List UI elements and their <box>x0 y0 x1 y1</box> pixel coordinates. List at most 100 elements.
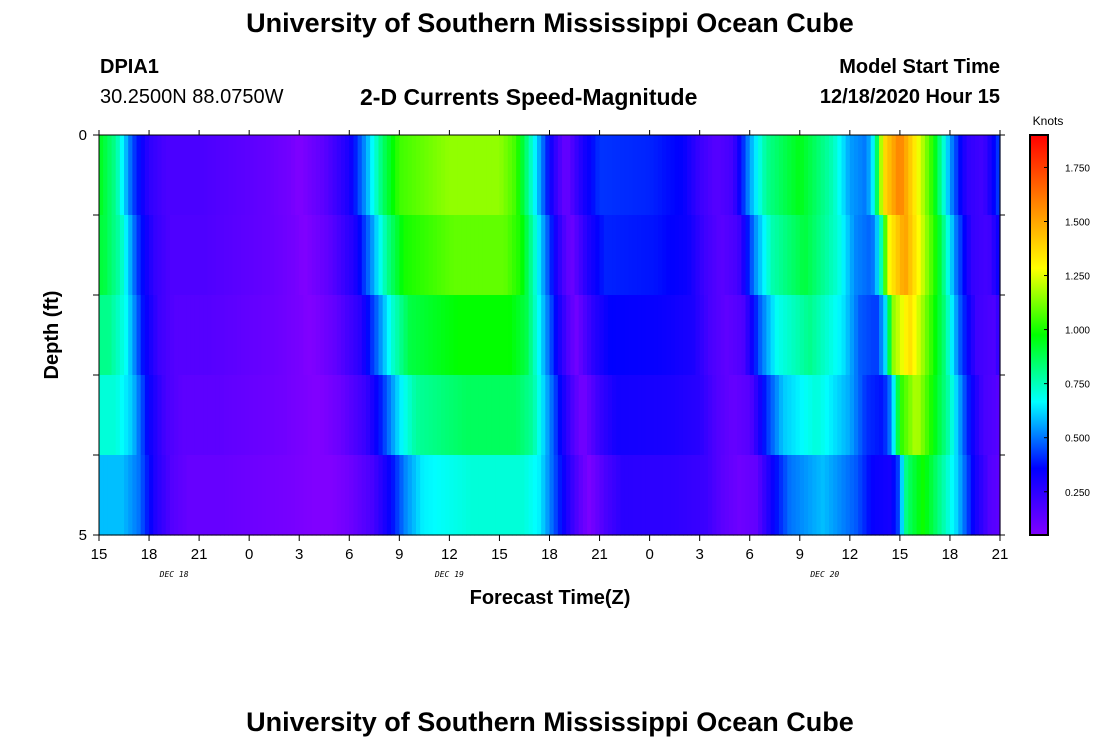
heatmap-cell <box>578 455 584 536</box>
heatmap-cell <box>161 215 167 296</box>
heatmap-cell <box>899 135 905 216</box>
heatmap-cell <box>812 375 818 456</box>
heatmap-cell <box>924 295 930 376</box>
heatmap-cell <box>929 135 934 216</box>
heatmap-cell <box>261 135 267 216</box>
heatmap-cell <box>478 375 484 456</box>
heatmap-cell <box>874 455 880 536</box>
heatmap-cell <box>595 375 601 456</box>
heatmap-cell <box>699 455 705 536</box>
heatmap-cell <box>620 215 626 296</box>
heatmap-cell <box>124 135 129 216</box>
heatmap-cell <box>545 295 551 376</box>
heatmap-cell <box>645 135 651 216</box>
heatmap-cell <box>261 375 267 456</box>
heatmap-cell <box>595 135 601 216</box>
heatmap-cell <box>758 135 763 216</box>
heatmap-cell <box>845 455 851 536</box>
heatmap-cell <box>420 455 425 536</box>
heatmap-cell <box>749 295 755 376</box>
heatmap-cell <box>612 135 617 216</box>
heatmap-cell <box>178 375 184 456</box>
heatmap-cell <box>645 455 651 536</box>
heatmap-cell <box>574 135 580 216</box>
heatmap-cell <box>374 455 380 536</box>
heatmap-cell <box>232 375 238 456</box>
heatmap-cell <box>119 455 125 536</box>
heatmap-cell <box>574 215 580 296</box>
heatmap-cell <box>353 455 359 536</box>
heatmap-cell <box>854 375 859 456</box>
heatmap-cell <box>257 215 263 296</box>
heatmap-cell <box>803 375 809 456</box>
heatmap-cell <box>357 455 363 536</box>
heatmap-cell <box>428 295 434 376</box>
heatmap-cell <box>507 215 513 296</box>
heatmap-cell <box>587 215 592 296</box>
heatmap-cell <box>920 135 926 216</box>
colorbar-scale <box>1029 134 1049 536</box>
heatmap-cell <box>390 295 396 376</box>
x-tick-label: 6 <box>746 546 754 563</box>
heatmap-cell <box>470 295 476 376</box>
heatmap-cell <box>699 135 705 216</box>
heatmap-cell <box>962 295 968 376</box>
heatmap-cell <box>436 135 442 216</box>
heatmap-cell <box>758 295 763 376</box>
heatmap-cell <box>378 295 384 376</box>
heatmap-cell <box>532 375 538 456</box>
heatmap-cell <box>703 375 709 456</box>
heatmap-cell <box>912 215 918 296</box>
heatmap-cell <box>724 455 730 536</box>
heatmap-cell <box>124 215 129 296</box>
heatmap-cell <box>749 135 755 216</box>
heatmap-cell <box>920 455 926 536</box>
heatmap-cell <box>653 295 659 376</box>
heatmap-cell <box>119 215 125 296</box>
heatmap-cell <box>407 215 413 296</box>
heatmap-cell <box>453 215 459 296</box>
heatmap-cell <box>649 295 655 376</box>
heatmap-cell <box>657 135 663 216</box>
heatmap-cell <box>820 295 826 376</box>
heatmap-cell <box>837 135 843 216</box>
colorbar-tick-label: 0.250 <box>1065 488 1090 499</box>
heatmap-cell <box>929 295 934 376</box>
heatmap-cell <box>457 455 463 536</box>
heatmap-cell <box>132 135 138 216</box>
heatmap-cell <box>854 135 859 216</box>
heatmap-cell <box>870 455 876 536</box>
x-tick-label: 15 <box>491 546 508 563</box>
heatmap-cell <box>870 215 876 296</box>
heatmap-cell <box>482 375 488 456</box>
heatmap-cell <box>766 295 772 376</box>
heatmap-cell <box>637 215 642 296</box>
heatmap-cell <box>174 455 179 536</box>
heatmap-cell <box>845 295 851 376</box>
heatmap-cell <box>966 295 972 376</box>
heatmap-cell <box>783 215 788 296</box>
heatmap-cell <box>799 375 805 456</box>
heatmap-cell <box>820 455 826 536</box>
heatmap-cell <box>833 135 838 216</box>
heatmap-cell <box>499 215 505 296</box>
heatmap-cell <box>682 135 688 216</box>
heatmap-cell <box>174 135 179 216</box>
heatmap-cell <box>695 135 701 216</box>
heatmap-cell <box>979 135 984 216</box>
heatmap-cell <box>628 135 634 216</box>
heatmap-cell <box>666 455 672 536</box>
heatmap-cell <box>107 375 113 456</box>
heatmap-cell <box>111 455 117 536</box>
heatmap-cell <box>570 455 576 536</box>
heatmap-cell <box>582 295 588 376</box>
heatmap-cell <box>733 455 738 536</box>
heatmap-cell <box>474 215 480 296</box>
heatmap-cell <box>549 295 555 376</box>
heatmap-cell <box>365 375 371 456</box>
heatmap-cell <box>111 135 117 216</box>
heatmap-cell <box>816 135 822 216</box>
heatmap-cell <box>482 295 488 376</box>
heatmap-cell <box>557 375 563 456</box>
heatmap-cell <box>349 135 355 216</box>
